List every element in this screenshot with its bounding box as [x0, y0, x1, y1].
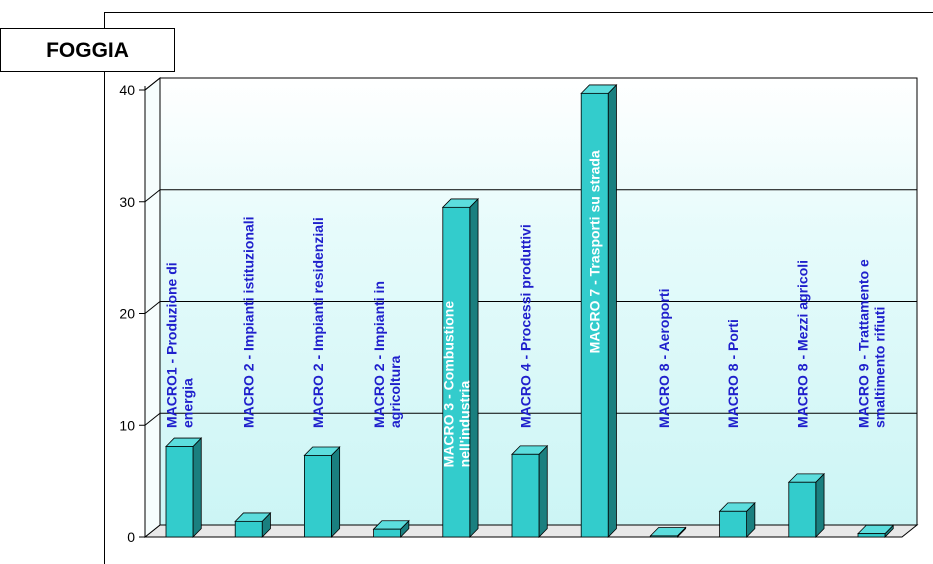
- gridline-side: [144, 301, 161, 314]
- bar: [857, 524, 895, 538]
- bar-front: [511, 453, 540, 538]
- bar-front: [442, 206, 471, 538]
- category-label: MACRO 7 - Trasporti su strada: [587, 150, 603, 353]
- bar-front: [788, 481, 817, 538]
- bar: [787, 472, 826, 538]
- bar: [303, 446, 341, 538]
- bar: [511, 444, 549, 538]
- category-label: MACRO 2 - Impianti istituzionali: [241, 216, 257, 428]
- gridline-side: [144, 77, 161, 91]
- bar-front: [234, 520, 263, 538]
- bar: [718, 501, 756, 538]
- page-border-left: [104, 12, 105, 564]
- bar-side: [607, 83, 617, 538]
- category-label: MACRO 9 - Trattamento esmaltimento rifiu…: [856, 259, 888, 428]
- y-tick-label: 20: [119, 306, 135, 322]
- labels-layer: MACRO1 - Produzione dienergia MACRO 2 - I…: [164, 150, 888, 467]
- category-label: MACRO 2 - Impianti inagricoltura: [371, 281, 403, 428]
- category-label: MACRO 8 - Mezzi agricoli: [794, 260, 810, 428]
- category-label: MACRO1 - Produzione dienergia: [164, 262, 196, 428]
- category-label: MACRO 3 - Combustionenell'industria: [440, 301, 472, 468]
- bar-front: [719, 510, 747, 538]
- bar: [580, 83, 618, 538]
- bar-front: [650, 535, 678, 538]
- bar-front: [303, 455, 332, 538]
- y-tick-label: 30: [119, 194, 135, 210]
- city-label: FOGGIA: [0, 28, 175, 72]
- bar-side: [330, 446, 341, 538]
- category-label: MACRO 4 - Processi produttivi: [518, 224, 534, 428]
- bar: [372, 519, 410, 538]
- bar: [165, 437, 203, 538]
- y-tick-label: 40: [119, 82, 135, 98]
- bar-side: [538, 444, 548, 538]
- bar: [234, 511, 272, 538]
- bar-side: [815, 472, 825, 538]
- bars-layer: [165, 83, 895, 538]
- bar: [649, 526, 687, 538]
- bar-front: [165, 446, 194, 538]
- bar-front: [580, 92, 609, 538]
- category-label: MACRO 2 - Impianti residenziali: [310, 217, 326, 428]
- category-label: MACRO 8 - Porti: [725, 319, 741, 428]
- page-border-top: [104, 12, 933, 13]
- bar-front: [857, 533, 886, 538]
- gridline-side: [144, 189, 161, 203]
- y-tick-label: 10: [119, 417, 135, 433]
- bar-side: [192, 437, 202, 538]
- y-tick-label: 0: [127, 529, 135, 545]
- category-label: MACRO 8 - Aeroporti: [656, 289, 672, 428]
- bar-side: [469, 197, 479, 538]
- gridline-side: [144, 412, 161, 426]
- bar: [441, 197, 480, 538]
- bar-front: [373, 528, 402, 538]
